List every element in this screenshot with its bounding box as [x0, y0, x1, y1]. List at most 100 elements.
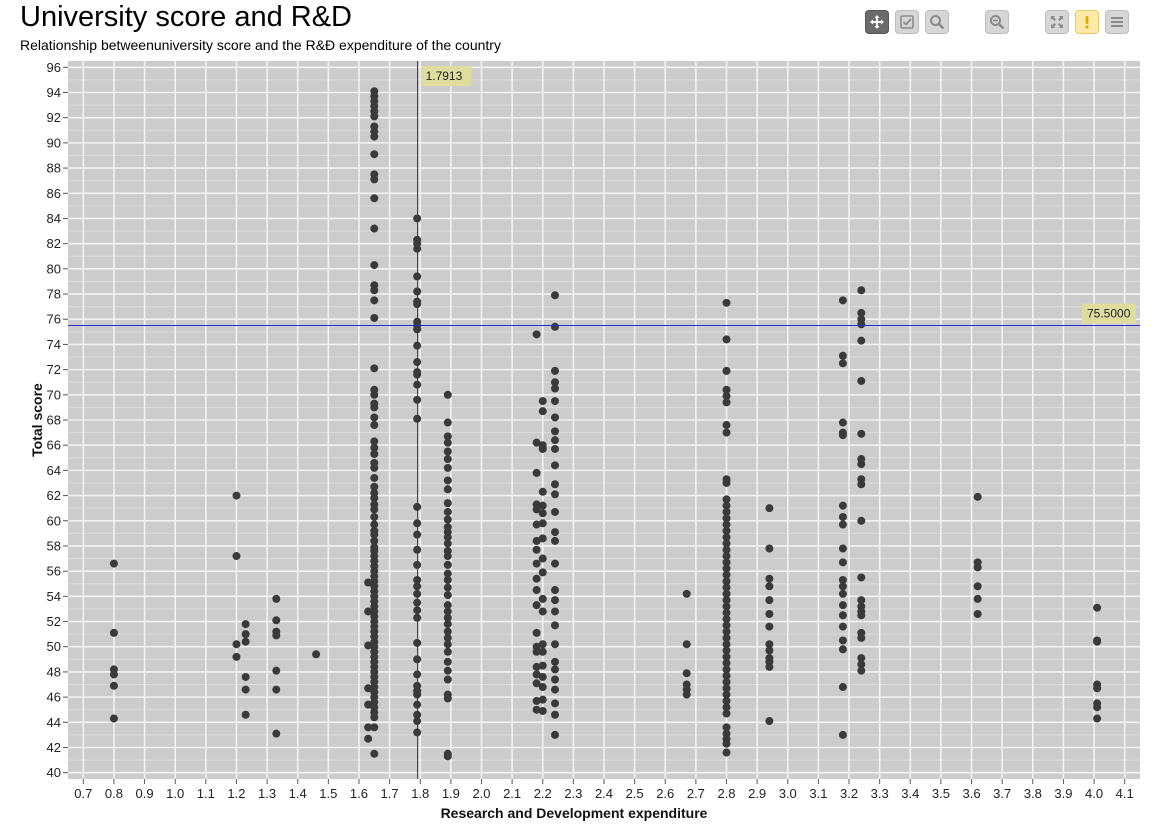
data-point[interactable]: [443, 390, 452, 399]
data-point[interactable]: [443, 657, 452, 666]
data-point[interactable]: [857, 660, 866, 669]
data-point[interactable]: [370, 112, 379, 121]
data-point[interactable]: [370, 403, 379, 412]
data-point[interactable]: [722, 507, 731, 516]
data-point[interactable]: [443, 418, 452, 427]
data-point[interactable]: [838, 589, 847, 598]
data-point[interactable]: [550, 596, 559, 605]
data-point[interactable]: [550, 559, 559, 568]
data-point[interactable]: [538, 706, 547, 715]
data-point[interactable]: [550, 291, 559, 300]
data-point[interactable]: [550, 413, 559, 422]
data-point[interactable]: [722, 558, 731, 567]
data-point[interactable]: [443, 507, 452, 516]
data-point[interactable]: [722, 589, 731, 598]
data-point[interactable]: [538, 487, 547, 496]
data-point[interactable]: [443, 533, 452, 542]
data-point[interactable]: [838, 683, 847, 692]
data-point[interactable]: [838, 520, 847, 529]
data-point[interactable]: [550, 322, 559, 331]
data-point[interactable]: [722, 615, 731, 624]
data-point[interactable]: [550, 586, 559, 595]
pan-button[interactable]: [865, 10, 889, 34]
data-point[interactable]: [722, 520, 731, 529]
data-point[interactable]: [443, 694, 452, 703]
data-point[interactable]: [973, 609, 982, 618]
data-point[interactable]: [364, 578, 373, 587]
data-point[interactable]: [538, 672, 547, 681]
data-point[interactable]: [443, 499, 452, 508]
data-point[interactable]: [722, 298, 731, 307]
data-point[interactable]: [722, 564, 731, 573]
data-point[interactable]: [241, 672, 250, 681]
data-point[interactable]: [722, 665, 731, 674]
data-point[interactable]: [443, 666, 452, 675]
data-point[interactable]: [682, 589, 691, 598]
data-point[interactable]: [532, 559, 541, 568]
data-point[interactable]: [973, 492, 982, 501]
data-point[interactable]: [550, 444, 559, 453]
data-point[interactable]: [857, 460, 866, 469]
data-point[interactable]: [765, 574, 774, 583]
data-point[interactable]: [532, 545, 541, 554]
data-point[interactable]: [838, 622, 847, 631]
data-point[interactable]: [538, 407, 547, 416]
data-point[interactable]: [973, 563, 982, 572]
data-point[interactable]: [370, 421, 379, 430]
data-point[interactable]: [857, 611, 866, 620]
data-point[interactable]: [443, 438, 452, 447]
data-point[interactable]: [538, 640, 547, 649]
data-point[interactable]: [364, 734, 373, 743]
data-point[interactable]: [722, 385, 731, 394]
data-point[interactable]: [532, 628, 541, 637]
data-point[interactable]: [765, 609, 774, 618]
data-point[interactable]: [532, 520, 541, 529]
data-point[interactable]: [722, 633, 731, 642]
data-point[interactable]: [370, 413, 379, 422]
data-point[interactable]: [838, 645, 847, 654]
data-point[interactable]: [538, 444, 547, 453]
data-point[interactable]: [443, 575, 452, 584]
data-point[interactable]: [857, 573, 866, 582]
data-point[interactable]: [722, 602, 731, 611]
data-point[interactable]: [443, 539, 452, 548]
data-point[interactable]: [722, 545, 731, 554]
data-point[interactable]: [550, 427, 559, 436]
data-point[interactable]: [370, 463, 379, 472]
data-point[interactable]: [538, 695, 547, 704]
data-point[interactable]: [532, 438, 541, 447]
data-point[interactable]: [443, 569, 452, 578]
data-point[interactable]: [370, 494, 379, 503]
data-point[interactable]: [765, 640, 774, 649]
data-point[interactable]: [272, 616, 281, 625]
data-point[interactable]: [722, 526, 731, 535]
data-point[interactable]: [443, 432, 452, 441]
data-point[interactable]: [109, 559, 118, 568]
data-point[interactable]: [722, 552, 731, 561]
data-point[interactable]: [722, 703, 731, 712]
data-point[interactable]: [532, 601, 541, 610]
data-point[interactable]: [765, 717, 774, 726]
data-point[interactable]: [232, 652, 241, 661]
data-point[interactable]: [550, 490, 559, 499]
select-button[interactable]: [895, 10, 919, 34]
data-point[interactable]: [241, 685, 250, 694]
data-point[interactable]: [838, 582, 847, 591]
data-point[interactable]: [857, 654, 866, 663]
data-point[interactable]: [532, 662, 541, 671]
data-point[interactable]: [765, 662, 774, 671]
data-point[interactable]: [532, 696, 541, 705]
data-point[interactable]: [443, 633, 452, 642]
data-point[interactable]: [722, 501, 731, 510]
data-point[interactable]: [722, 398, 731, 407]
data-point[interactable]: [765, 504, 774, 513]
data-point[interactable]: [241, 620, 250, 629]
data-point[interactable]: [857, 376, 866, 385]
data-point[interactable]: [538, 607, 547, 616]
data-point[interactable]: [838, 544, 847, 553]
data-point[interactable]: [443, 560, 452, 569]
data-point[interactable]: [443, 552, 452, 561]
data-point[interactable]: [550, 378, 559, 387]
data-point[interactable]: [550, 730, 559, 739]
